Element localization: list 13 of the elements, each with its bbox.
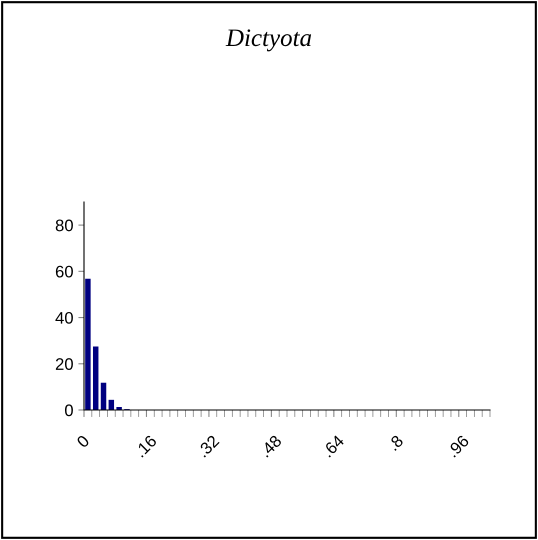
y-tick-label: 0 (64, 404, 73, 416)
x-tick-label: .8 (387, 434, 404, 452)
x-tick-label: 0 (76, 434, 90, 448)
x-tick-label: .96 (446, 434, 470, 458)
y-tick-label: 20 (56, 358, 73, 370)
x-tick-label: .32 (196, 434, 220, 458)
y-tick-label: 60 (56, 266, 73, 278)
x-tick-label: .16 (134, 434, 158, 458)
x-tick-label: .48 (259, 434, 282, 458)
y-tick-label: 80 (56, 220, 73, 232)
y-tick-label: 40 (55, 312, 73, 324)
chart-title: Dictyota (226, 29, 312, 52)
x-tick-label: .64 (322, 434, 345, 458)
